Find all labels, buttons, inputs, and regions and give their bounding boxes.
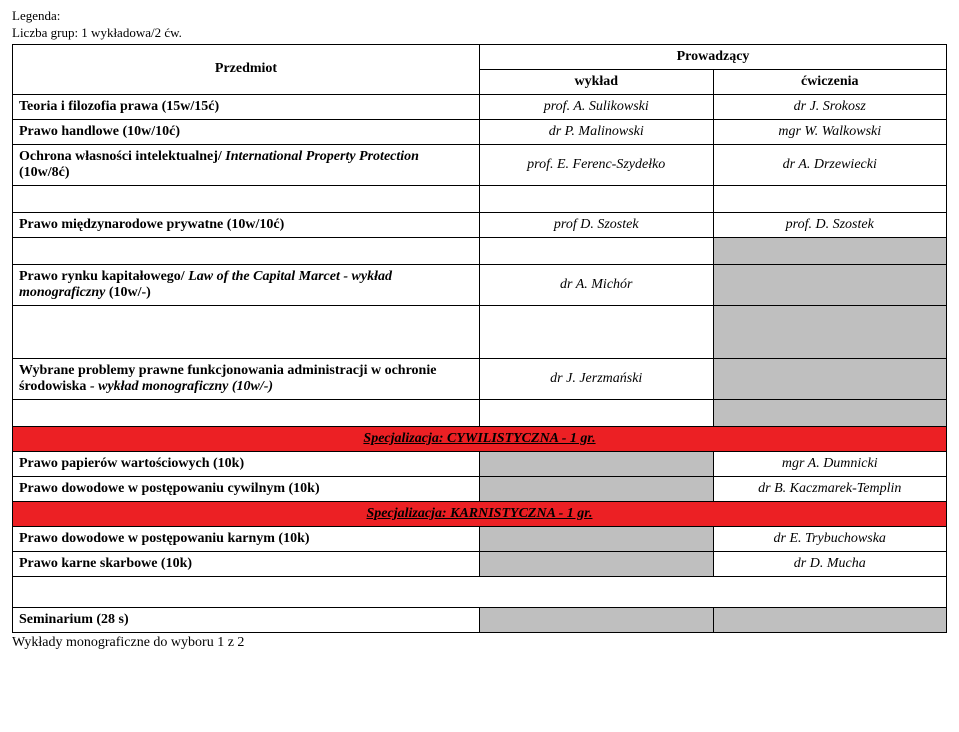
exercise-cell: dr A. Drzewiecki [713, 144, 947, 185]
table-row: Teoria i filozofia prawa (15w/15ć) prof.… [13, 94, 947, 119]
empty-row [13, 576, 947, 607]
header-subject: Przedmiot [13, 44, 480, 94]
lecture-cell: dr A. Michór [480, 264, 714, 305]
spacer-cell [480, 305, 714, 332]
schedule-table: Przedmiot Prowadzący wykład ćwiczenia Te… [12, 44, 947, 633]
spacer-cell [13, 332, 480, 359]
subject-cell: Prawo międzynarodowe prywatne (10w/10ć) [13, 212, 480, 237]
spec-label: Specjalizacja: CYWILISTYCZNA - 1 gr. [363, 431, 595, 446]
spec-label: Specjalizacja: KARNISTYCZNA - 1 gr. [367, 506, 593, 521]
spacer-cell [13, 305, 480, 332]
subject-cell: Prawo dowodowe w postępowaniu karnym (10… [13, 526, 480, 551]
subject-main: Ochrona własności intelektualnej/ [19, 149, 225, 164]
spacer-cell [480, 237, 714, 264]
table-row: Seminarium (28 s) [13, 607, 947, 632]
footer-note: Wykłady monograficzne do wyboru 1 z 2 [12, 633, 947, 651]
lecture-cell: prof D. Szostek [480, 212, 714, 237]
spacer-cell [713, 399, 947, 426]
table-header-row1: Przedmiot Prowadzący [13, 44, 947, 69]
lecture-cell: prof. A. Sulikowski [480, 94, 714, 119]
exercise-cell [713, 358, 947, 399]
exercise-cell: dr B. Kaczmarek-Templin [713, 476, 947, 501]
subject-cell: Prawo dowodowe w postępowaniu cywilnym (… [13, 476, 480, 501]
spacer-cell [480, 185, 714, 212]
subject-tail: (10w/8ć) [19, 165, 70, 180]
table-row: Prawo karne skarbowe (10k) dr D. Mucha [13, 551, 947, 576]
subject-cell: Seminarium (28 s) [13, 607, 480, 632]
subject-cell: Prawo rynku kapitałowego/ Law of the Cap… [13, 264, 480, 305]
subject-cell: Prawo handlowe (10w/10ć) [13, 119, 480, 144]
exercise-cell [713, 264, 947, 305]
spec-cell: Specjalizacja: KARNISTYCZNA - 1 gr. [13, 501, 947, 526]
lecture-cell [480, 451, 714, 476]
spacer-row [13, 185, 947, 212]
spacer-cell [13, 399, 480, 426]
header-lecture: wykład [480, 69, 714, 94]
lecture-cell [480, 476, 714, 501]
spec-cell: Specjalizacja: CYWILISTYCZNA - 1 gr. [13, 426, 947, 451]
lecture-cell: dr J. Jerzmański [480, 358, 714, 399]
spacer-row [13, 332, 947, 359]
table-row: Prawo międzynarodowe prywatne (10w/10ć) … [13, 212, 947, 237]
subject-main: Prawo rynku kapitałowego/ [19, 269, 188, 284]
spacer-row [13, 305, 947, 332]
spacer-cell [13, 237, 480, 264]
lecture-cell: prof. E. Ferenc-Szydełko [480, 144, 714, 185]
subject-cell: Prawo papierów wartościowych (10k) [13, 451, 480, 476]
lecture-cell [480, 551, 714, 576]
legend: Legenda: Liczba grup: 1 wykładowa/2 ćw. [12, 8, 947, 42]
spacer-cell [713, 237, 947, 264]
lecture-cell [480, 526, 714, 551]
spacer-cell [713, 185, 947, 212]
exercise-cell: dr D. Mucha [713, 551, 947, 576]
legend-line2: Liczba grup: 1 wykładowa/2 ćw. [12, 25, 182, 40]
subject-cell: Teoria i filozofia prawa (15w/15ć) [13, 94, 480, 119]
exercise-cell: prof. D. Szostek [713, 212, 947, 237]
spacer-cell [713, 305, 947, 332]
spacer-cell [713, 332, 947, 359]
header-exercise: ćwiczenia [713, 69, 947, 94]
exercise-cell: mgr W. Walkowski [713, 119, 947, 144]
table-row: Prawo dowodowe w postępowaniu cywilnym (… [13, 476, 947, 501]
subject-tail: (10w/-) [105, 285, 151, 300]
exercise-cell: mgr A. Dumnicki [713, 451, 947, 476]
table-row: Wybrane problemy prawne funkcjonowania a… [13, 358, 947, 399]
table-row: Prawo handlowe (10w/10ć) dr P. Malinowsk… [13, 119, 947, 144]
subject-cell: Ochrona własności intelektualnej/ Intern… [13, 144, 480, 185]
spacer-cell [13, 185, 480, 212]
spacer-row [13, 237, 947, 264]
empty-cell [13, 576, 947, 607]
table-row: Ochrona własności intelektualnej/ Intern… [13, 144, 947, 185]
exercise-cell: dr J. Srokosz [713, 94, 947, 119]
subject-italic: - wykład monograficzny (10w/-) [90, 379, 273, 394]
subject-cell: Prawo karne skarbowe (10k) [13, 551, 480, 576]
lecture-cell [480, 607, 714, 632]
table-row: Prawo dowodowe w postępowaniu karnym (10… [13, 526, 947, 551]
spacer-row [13, 399, 947, 426]
subject-italic: International Property Protection [225, 149, 419, 164]
lecture-cell: dr P. Malinowski [480, 119, 714, 144]
spec-row: Specjalizacja: KARNISTYCZNA - 1 gr. [13, 501, 947, 526]
spacer-cell [480, 399, 714, 426]
exercise-cell: dr E. Trybuchowska [713, 526, 947, 551]
table-row: Prawo papierów wartościowych (10k) mgr A… [13, 451, 947, 476]
legend-line1: Legenda: [12, 8, 60, 23]
subject-cell: Wybrane problemy prawne funkcjonowania a… [13, 358, 480, 399]
header-leader: Prowadzący [480, 44, 947, 69]
table-row: Prawo rynku kapitałowego/ Law of the Cap… [13, 264, 947, 305]
spec-row: Specjalizacja: CYWILISTYCZNA - 1 gr. [13, 426, 947, 451]
exercise-cell [713, 607, 947, 632]
spacer-cell [480, 332, 714, 359]
